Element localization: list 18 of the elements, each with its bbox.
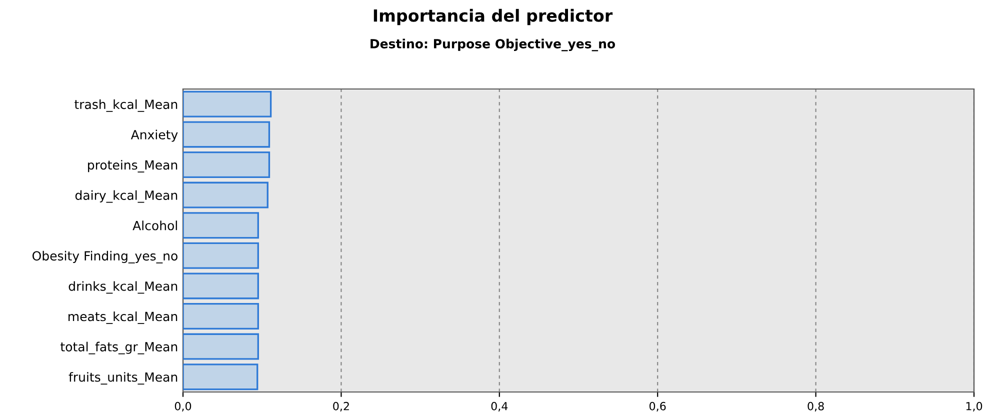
y-tick-label: drinks_kcal_Mean: [68, 281, 178, 294]
x-tick-label: 0,8: [808, 402, 824, 412]
y-tick-label: dairy_kcal_Mean: [75, 190, 178, 203]
y-tick-label: trash_kcal_Mean: [74, 99, 178, 112]
chart-title: Importancia del predictor: [374, 8, 613, 26]
chart-subtitle: Destino: Purpose Objective_yes_no: [370, 38, 616, 52]
y-tick-label: Alcohol: [132, 220, 177, 230]
x-tick-label: 0,4: [491, 402, 508, 412]
y-tick-label: Obesity Finding_yes_no: [32, 250, 178, 264]
y-tick-label: proteins_Mean: [88, 160, 178, 172]
x-tick-label: 0,6: [650, 402, 666, 412]
y-tick-label: total_fats_gr_Mean: [60, 342, 178, 354]
y-tick-label: meats_kcal_Mean: [68, 312, 178, 324]
y-tick-label: fruits_units_Mean: [68, 372, 178, 385]
x-tick-label: 1,0: [966, 402, 982, 412]
x-tick-label: 0,2: [333, 402, 349, 412]
y-tick-label: Anxiety: [130, 130, 178, 142]
x-tick-label: 0,0: [174, 402, 192, 412]
